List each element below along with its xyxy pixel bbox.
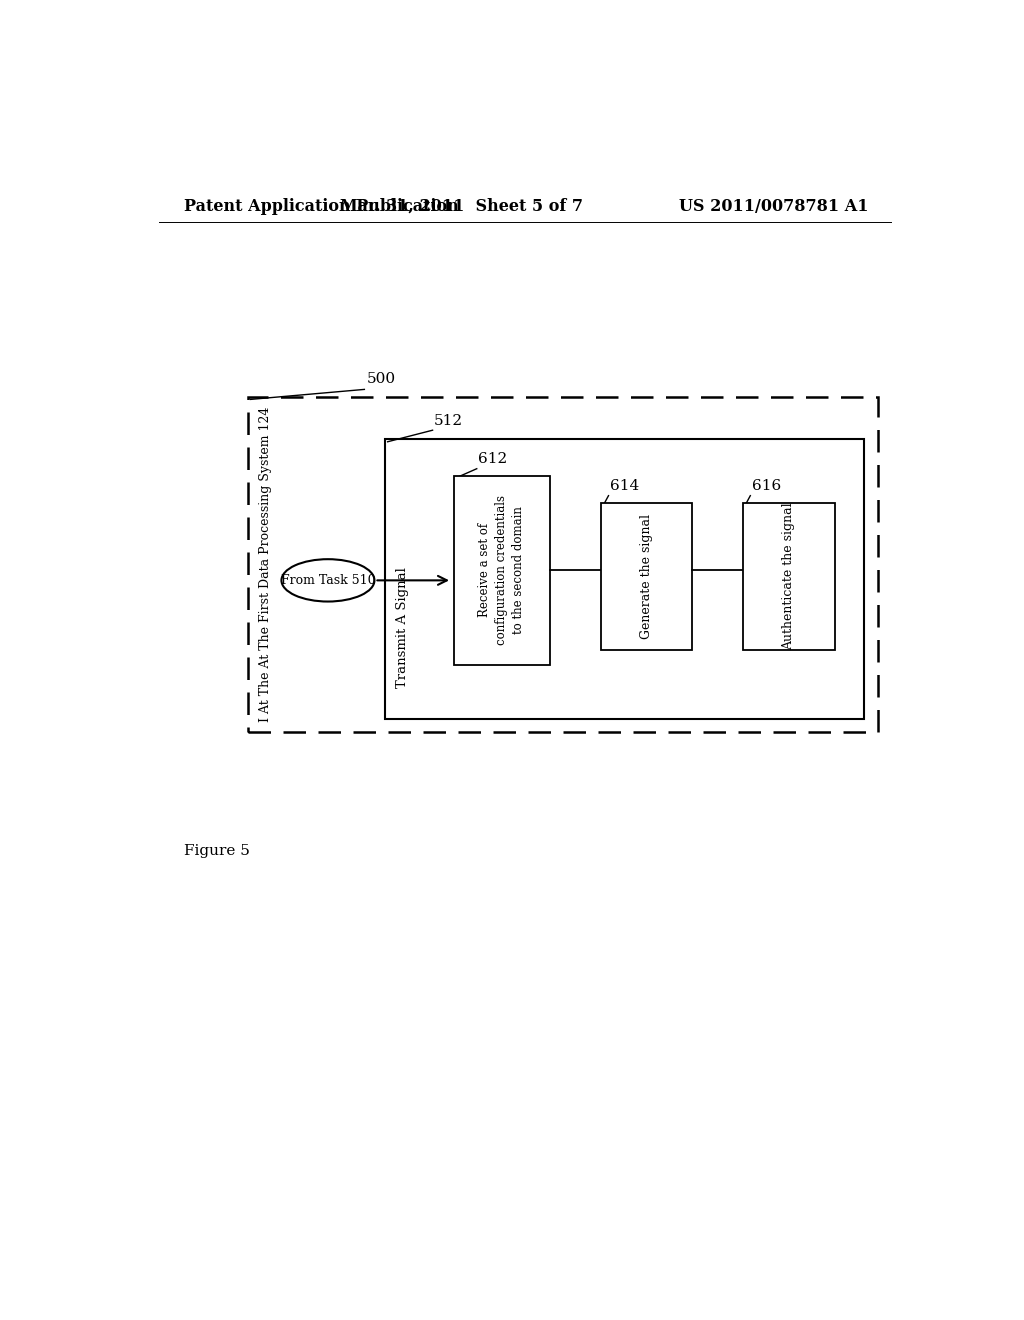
Text: Mar. 31, 2011  Sheet 5 of 7: Mar. 31, 2011 Sheet 5 of 7 — [340, 198, 583, 215]
Text: I At The At The First Data Processing System 124: I At The At The First Data Processing Sy… — [259, 407, 271, 722]
Ellipse shape — [282, 560, 375, 602]
Text: Receive a set of
configuration credentials
to the second domain: Receive a set of configuration credentia… — [478, 495, 525, 645]
FancyBboxPatch shape — [454, 475, 550, 665]
FancyBboxPatch shape — [385, 440, 864, 719]
Text: Generate the signal: Generate the signal — [640, 513, 653, 639]
Text: Figure 5: Figure 5 — [183, 845, 250, 858]
Text: 512: 512 — [434, 414, 463, 428]
Text: Patent Application Publication: Patent Application Publication — [183, 198, 459, 215]
FancyBboxPatch shape — [742, 503, 835, 649]
Text: 500: 500 — [367, 372, 396, 387]
Text: Authenticate the signal: Authenticate the signal — [782, 503, 796, 651]
Text: US 2011/0078781 A1: US 2011/0078781 A1 — [679, 198, 868, 215]
Text: 616: 616 — [752, 479, 781, 494]
Text: 614: 614 — [610, 479, 639, 494]
Text: 612: 612 — [478, 453, 508, 466]
Text: Transmit A Signal: Transmit A Signal — [396, 568, 409, 688]
FancyBboxPatch shape — [601, 503, 692, 649]
Text: From Task 510: From Task 510 — [281, 574, 375, 587]
